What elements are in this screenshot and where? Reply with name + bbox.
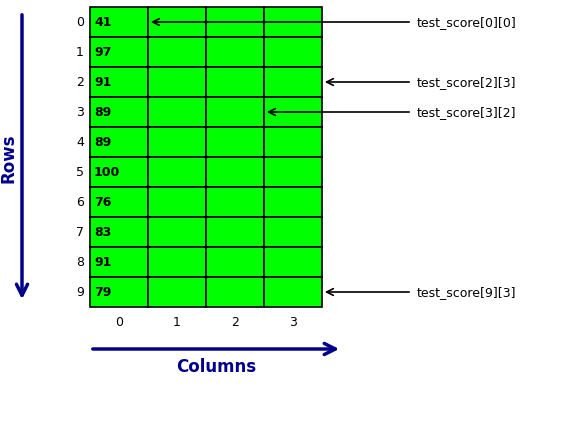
Bar	[264, 68, 322, 98]
Text: 3: 3	[76, 106, 84, 119]
Text: Rows: Rows	[0, 133, 18, 182]
Text: 5: 5	[76, 166, 84, 179]
Text: 1: 1	[76, 46, 84, 59]
Text: 91: 91	[94, 256, 111, 269]
Text: 89: 89	[94, 136, 111, 149]
Text: 0: 0	[115, 315, 123, 328]
Text: test_score[9][3]: test_score[9][3]	[417, 286, 517, 299]
Bar	[148, 128, 206, 158]
Bar	[206, 98, 264, 128]
Bar	[264, 158, 322, 187]
Text: test_score[2][3]: test_score[2][3]	[417, 76, 517, 89]
Bar	[206, 38, 264, 68]
Text: test_score[0][0]: test_score[0][0]	[417, 17, 517, 29]
Text: test_score[3][2]: test_score[3][2]	[417, 106, 517, 119]
Bar	[206, 218, 264, 248]
Text: 76: 76	[94, 196, 111, 209]
Text: 3: 3	[289, 315, 297, 328]
Bar	[264, 218, 322, 248]
Text: 0: 0	[76, 17, 84, 29]
Text: 100: 100	[94, 166, 120, 179]
Bar	[148, 38, 206, 68]
Bar	[206, 158, 264, 187]
Bar	[90, 68, 148, 98]
Bar	[148, 187, 206, 218]
Bar	[264, 98, 322, 128]
Text: 91: 91	[94, 76, 111, 89]
Text: 6: 6	[76, 196, 84, 209]
Bar	[90, 8, 148, 38]
Bar	[90, 277, 148, 307]
Bar	[148, 98, 206, 128]
Text: 89: 89	[94, 106, 111, 119]
Text: 79: 79	[94, 286, 111, 299]
Text: 7: 7	[76, 226, 84, 239]
Bar	[264, 187, 322, 218]
Bar	[148, 218, 206, 248]
Bar	[148, 277, 206, 307]
Bar	[90, 38, 148, 68]
Text: 9: 9	[76, 286, 84, 299]
Bar	[264, 128, 322, 158]
Bar	[264, 38, 322, 68]
Bar	[206, 187, 264, 218]
Bar	[148, 8, 206, 38]
Text: 83: 83	[94, 226, 111, 239]
Text: 1: 1	[173, 315, 181, 328]
Bar	[206, 248, 264, 277]
Bar	[90, 98, 148, 128]
Text: 8: 8	[76, 256, 84, 269]
Bar	[264, 248, 322, 277]
Bar	[90, 128, 148, 158]
Text: 41: 41	[94, 17, 111, 29]
Bar	[90, 248, 148, 277]
Text: 2: 2	[76, 76, 84, 89]
Bar	[264, 277, 322, 307]
Text: 4: 4	[76, 136, 84, 149]
Bar	[148, 68, 206, 98]
Bar	[90, 218, 148, 248]
Bar	[264, 8, 322, 38]
Bar	[148, 248, 206, 277]
Text: 2: 2	[231, 315, 239, 328]
Bar	[206, 128, 264, 158]
Bar	[90, 158, 148, 187]
Bar	[148, 158, 206, 187]
Bar	[206, 68, 264, 98]
Bar	[206, 277, 264, 307]
Bar	[206, 8, 264, 38]
Text: Columns: Columns	[176, 357, 256, 375]
Bar	[90, 187, 148, 218]
Text: 97: 97	[94, 46, 111, 59]
